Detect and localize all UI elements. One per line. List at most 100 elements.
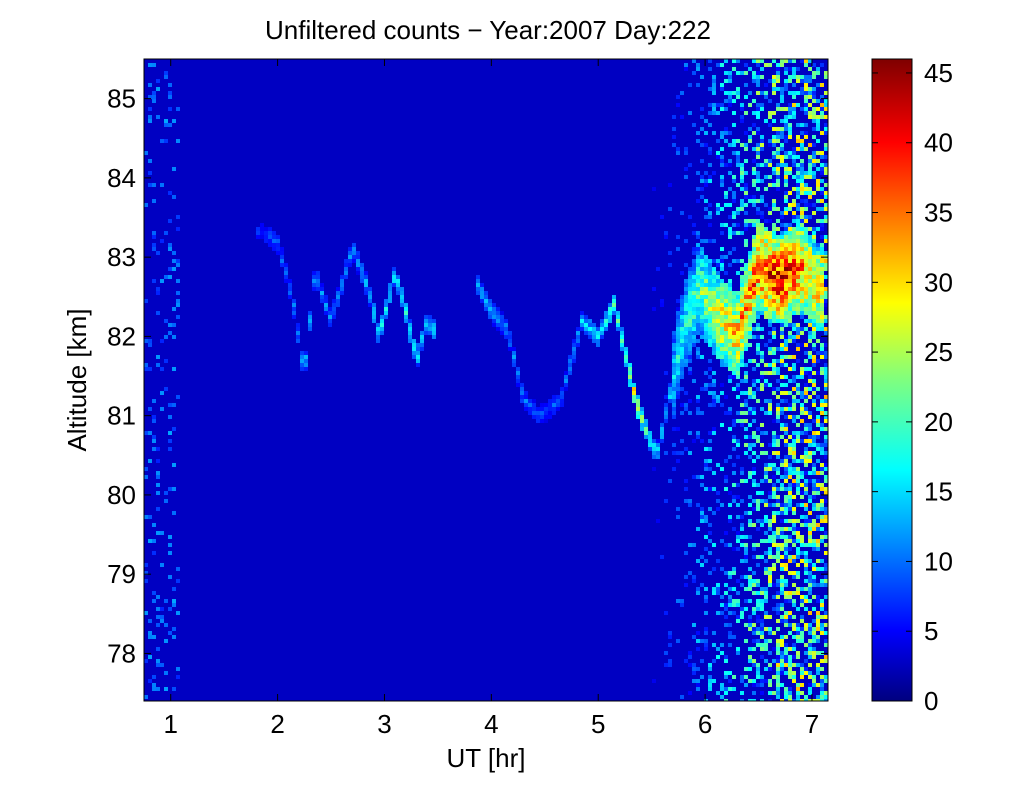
heatmap-cell xyxy=(796,311,800,315)
heatmap-cell xyxy=(752,523,756,527)
heatmap-cell xyxy=(776,455,780,459)
heatmap-cell xyxy=(288,283,292,287)
heatmap-cell xyxy=(780,119,784,123)
heatmap-cell xyxy=(712,239,716,243)
heatmap-cell xyxy=(788,111,792,115)
heatmap-cell xyxy=(692,279,696,283)
heatmap-cell xyxy=(700,267,704,271)
heatmap-cell xyxy=(740,71,744,75)
heatmap-cell xyxy=(692,379,696,383)
heatmap-cell xyxy=(564,375,568,379)
heatmap-cell xyxy=(740,559,744,563)
heatmap-cell xyxy=(784,343,788,347)
heatmap-cell xyxy=(808,435,812,439)
heatmap-cell xyxy=(680,115,684,119)
heatmap-cell xyxy=(172,599,176,603)
heatmap-cell xyxy=(764,599,768,603)
heatmap-cell xyxy=(684,319,688,323)
heatmap-cell xyxy=(796,183,800,187)
heatmap-cell xyxy=(744,303,748,307)
heatmap-cell xyxy=(288,291,292,295)
heatmap-cell xyxy=(408,335,412,339)
heatmap-cell xyxy=(792,267,796,271)
heatmap-cell xyxy=(328,319,332,323)
heatmap-cell xyxy=(692,271,696,275)
heatmap-cell xyxy=(708,447,712,451)
heatmap-cell xyxy=(348,263,352,267)
heatmap-cell xyxy=(708,175,712,179)
heatmap-cell xyxy=(168,575,172,579)
heatmap-cell xyxy=(808,379,812,383)
heatmap-cell xyxy=(728,343,732,347)
heatmap-cell xyxy=(720,327,724,331)
heatmap-cell xyxy=(704,699,708,701)
heatmap-cell xyxy=(800,299,804,303)
heatmap-cell xyxy=(816,295,820,299)
heatmap-cell xyxy=(696,395,700,399)
heatmap-cell xyxy=(808,559,812,563)
heatmap-cell xyxy=(336,299,340,303)
heatmap-cell xyxy=(700,331,704,335)
heatmap-cell xyxy=(752,499,756,503)
heatmap-cell xyxy=(808,587,812,591)
heatmap-cell xyxy=(804,555,808,559)
heatmap-cell xyxy=(564,379,568,383)
heatmap-cell xyxy=(156,355,160,359)
heatmap-cell xyxy=(756,243,760,247)
heatmap-cell xyxy=(700,179,704,183)
heatmap-cell xyxy=(724,295,728,299)
heatmap-cell xyxy=(148,367,152,371)
heatmap-cell xyxy=(396,275,400,279)
heatmap-cell xyxy=(824,71,828,75)
heatmap-cell xyxy=(760,275,764,279)
heatmap-cell xyxy=(756,599,760,603)
heatmap-cell xyxy=(556,399,560,403)
heatmap-cell xyxy=(796,223,800,227)
heatmap-cell xyxy=(824,395,828,399)
heatmap-cell xyxy=(636,415,640,419)
heatmap-cell xyxy=(740,343,744,347)
heatmap-cell xyxy=(160,183,164,187)
heatmap-cell xyxy=(760,239,764,243)
heatmap-cell xyxy=(792,323,796,327)
heatmap-cell xyxy=(664,451,668,455)
heatmap-cell xyxy=(176,611,180,615)
heatmap-cell xyxy=(696,559,700,563)
heatmap-cell xyxy=(740,543,744,547)
heatmap-cell xyxy=(820,291,824,295)
heatmap-cell xyxy=(688,371,692,375)
heatmap-cell xyxy=(372,307,376,311)
heatmap-cell xyxy=(792,599,796,603)
heatmap-cell xyxy=(808,655,812,659)
heatmap-cell xyxy=(284,279,288,283)
heatmap-cell xyxy=(404,315,408,319)
heatmap-cell xyxy=(784,191,788,195)
heatmap-cell xyxy=(728,571,732,575)
heatmap-cell xyxy=(788,699,792,701)
heatmap-cell xyxy=(812,439,816,443)
heatmap-cell xyxy=(412,355,416,359)
heatmap-cell xyxy=(804,75,808,79)
heatmap-cell xyxy=(784,283,788,287)
heatmap-cell xyxy=(800,455,804,459)
heatmap-cell xyxy=(812,99,816,103)
heatmap-cell xyxy=(792,623,796,627)
heatmap-cell xyxy=(308,327,312,331)
heatmap-cell xyxy=(824,551,828,555)
heatmap-cell xyxy=(820,463,824,467)
heatmap-cell xyxy=(740,143,744,147)
heatmap-cell xyxy=(680,295,684,299)
heatmap-cell xyxy=(752,435,756,439)
heatmap-cell xyxy=(808,423,812,427)
heatmap-cell xyxy=(784,267,788,271)
heatmap-cell xyxy=(712,371,716,375)
heatmap-cell xyxy=(808,539,812,543)
heatmap-cell xyxy=(812,95,816,99)
heatmap-cell xyxy=(688,503,692,507)
heatmap-cell xyxy=(712,111,716,115)
heatmap-cell xyxy=(724,195,728,199)
heatmap-cell xyxy=(768,583,772,587)
heatmap-cell xyxy=(808,591,812,595)
heatmap-cell xyxy=(732,223,736,227)
heatmap-cell xyxy=(752,443,756,447)
